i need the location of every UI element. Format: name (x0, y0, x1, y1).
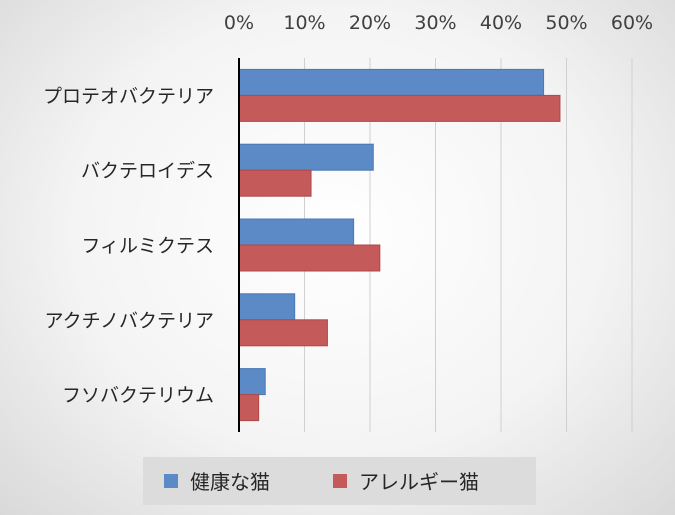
x-tick-label: 50% (545, 12, 587, 34)
legend-swatch-healthy (164, 474, 178, 488)
category-label: フソバクテリウム (62, 385, 214, 407)
legend-label-healthy: 健康な猫 (190, 470, 270, 494)
x-tick-label: 20% (349, 12, 391, 34)
x-tick-label: 10% (283, 12, 325, 34)
bar (238, 394, 260, 422)
x-tick-label: 30% (414, 12, 456, 34)
category-label: フィルミクテス (81, 235, 214, 257)
bars (238, 68, 561, 422)
bar (238, 244, 381, 272)
x-tick-label: 0% (224, 12, 254, 34)
bar (238, 218, 355, 246)
bar (238, 68, 545, 96)
legend: 健康な猫 アレルギー猫 (143, 457, 536, 505)
bar (238, 94, 561, 122)
bar (238, 319, 328, 347)
bar (238, 293, 296, 321)
x-tick-labels: 0% 10% 20% 30% 40% 50% 60% (224, 12, 653, 34)
bar (238, 143, 374, 171)
legend-swatch-allergy (333, 474, 347, 488)
legend-label-allergy: アレルギー猫 (359, 470, 479, 494)
category-label: バクテロイデス (81, 160, 214, 182)
x-tick-label: 40% (480, 12, 522, 34)
category-label: アクチノバクテリア (45, 310, 214, 332)
bar (238, 169, 312, 197)
x-tick-label: 60% (611, 12, 653, 34)
bar (238, 368, 266, 396)
category-label: プロテオバクテリア (43, 85, 214, 107)
